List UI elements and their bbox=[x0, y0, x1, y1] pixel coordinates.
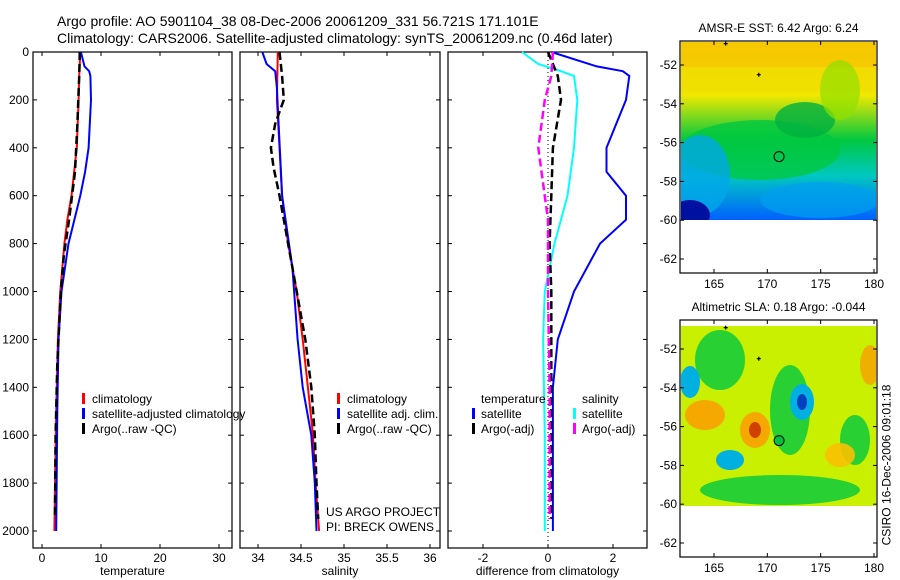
depth-tick-label: 1200 bbox=[2, 332, 29, 346]
salinity-series-argo-raw-qc- bbox=[269, 51, 320, 520]
difference-legend-label: Argo(-adj) bbox=[582, 422, 635, 436]
depth-tick-label: 0 bbox=[22, 45, 29, 59]
depth-tick-label: 800 bbox=[9, 237, 29, 251]
sst-map-xtick-label: 165 bbox=[704, 277, 724, 291]
salinity-xtick-label: 34.5 bbox=[289, 551, 313, 565]
depth-tick-label: 1400 bbox=[2, 380, 29, 394]
sla-map-ytick-label: -52 bbox=[660, 342, 678, 356]
sst-map-ytick-label: -60 bbox=[660, 213, 678, 227]
sst-map-ytick-label: -62 bbox=[660, 252, 678, 266]
difference-legend-swatch bbox=[472, 408, 475, 419]
difference-series-temperature-satellite bbox=[550, 51, 631, 531]
sst-map-profile-marker bbox=[773, 151, 785, 163]
sst-map-ytick-label: -56 bbox=[660, 136, 678, 150]
difference-xtick-label: -2 bbox=[478, 551, 489, 565]
depth-tick-label: 600 bbox=[9, 189, 29, 203]
credit-project: US ARGO PROJECT bbox=[326, 505, 441, 519]
temperature-xtick-label: 20 bbox=[153, 551, 167, 565]
salinity-xtick-label: 35 bbox=[337, 551, 351, 565]
temperature-xtick-label: 10 bbox=[94, 551, 108, 565]
difference-series-salinity-argo-adj- bbox=[537, 51, 555, 519]
sst-map-title: AMSR-E SST: 6.42 Argo: 6.24 bbox=[698, 21, 858, 35]
difference-xtick-label: 0 bbox=[545, 551, 552, 565]
sst-map-xtick-label: 175 bbox=[811, 277, 831, 291]
figure-title: Argo profile: AO 5901104_38 08-Dec-2006 … bbox=[57, 13, 539, 29]
sst-map-xtick-label: 180 bbox=[864, 277, 884, 291]
salinity-legend-label: climatology bbox=[347, 392, 407, 406]
sst-map-xtick-label: 170 bbox=[757, 277, 777, 291]
sst-map-ytick-label: -58 bbox=[660, 174, 678, 188]
depth-tick-label: 1600 bbox=[2, 428, 29, 442]
temperature-legend-label: climatology bbox=[92, 392, 152, 406]
sla-map-field bbox=[681, 326, 876, 506]
sla-map-xtick-label: 175 bbox=[811, 561, 831, 575]
sla-map-ytick-label: -60 bbox=[660, 497, 678, 511]
sst-map-ytick-label: -54 bbox=[660, 97, 678, 111]
difference-legend-label: Argo(-adj) bbox=[481, 422, 534, 436]
salinity-legend-swatch bbox=[337, 408, 340, 419]
sla-map-ytick-label: -56 bbox=[660, 420, 678, 434]
sla-map-xtick-label: 180 bbox=[864, 561, 884, 575]
difference-legend-label: satellite bbox=[582, 407, 623, 421]
sla-map-xtick-label: 165 bbox=[704, 561, 724, 575]
sla-map-profile-marker bbox=[773, 435, 785, 447]
sla-map-title: Altimetric SLA: 0.18 Argo: -0.044 bbox=[691, 300, 865, 314]
temperature-xtick-label: 30 bbox=[212, 551, 226, 565]
temperature-xtick-label: 0 bbox=[39, 551, 46, 565]
salinity-legend-label: satellite adj. clim. bbox=[347, 407, 438, 421]
depth-tick-label: 2000 bbox=[2, 524, 29, 538]
difference-series-salinity-satellite bbox=[521, 51, 579, 531]
sst-map-nearby-profile-marker bbox=[756, 72, 761, 77]
difference-legend-swatch bbox=[573, 408, 576, 419]
legend-header-temperature: temperature bbox=[481, 392, 546, 406]
sla-map-xtick-label: 170 bbox=[757, 561, 777, 575]
sst-map-ytick-label: -52 bbox=[660, 58, 678, 72]
sla-map-ytick-label: -54 bbox=[660, 381, 678, 395]
difference-legend-label: satellite bbox=[481, 407, 522, 421]
sla-map-nearby-profile-marker bbox=[723, 325, 728, 330]
csiro-timestamp: CSIRO 16-Dec-2006 09:01:18 bbox=[879, 384, 894, 546]
difference-series-temperature-argo-adj- bbox=[546, 51, 563, 519]
salinity-axes-box bbox=[239, 51, 441, 549]
figure-subtitle: Climatology: CARS2006. Satellite-adjuste… bbox=[57, 30, 613, 46]
depth-tick-label: 1800 bbox=[2, 476, 29, 490]
salinity-xtick-label: 36 bbox=[423, 551, 437, 565]
sla-map-nearby-profile-marker bbox=[756, 356, 761, 361]
temperature-series-climatology bbox=[53, 51, 82, 532]
sst-map-field bbox=[681, 42, 876, 220]
sst-map-axes-box bbox=[679, 40, 878, 274]
temperature-legend-label: satellite-adjusted climatology bbox=[92, 407, 245, 421]
sla-map-ytick-label: -58 bbox=[660, 458, 678, 472]
temperature-legend-swatch bbox=[82, 408, 85, 419]
temperature-axes-box bbox=[32, 51, 233, 549]
temperature-legend-swatch bbox=[82, 423, 85, 434]
difference-xtick-label: 2 bbox=[610, 551, 617, 565]
difference-legend-swatch bbox=[573, 423, 576, 434]
depth-tick-label: 1000 bbox=[2, 285, 29, 299]
temperature-xlabel: temperature bbox=[100, 564, 165, 578]
credit-pi: PI: BRECK OWENS bbox=[326, 520, 434, 534]
salinity-legend-label: Argo(..raw -QC) bbox=[347, 422, 432, 436]
depth-tick-label: 400 bbox=[9, 141, 29, 155]
depth-tick-label: 200 bbox=[9, 93, 29, 107]
salinity-xtick-label: 35.5 bbox=[375, 551, 399, 565]
salinity-xlabel: salinity bbox=[322, 564, 359, 578]
temperature-legend-label: Argo(..raw -QC) bbox=[92, 422, 177, 436]
difference-xlabel: difference from climatology bbox=[476, 564, 619, 578]
salinity-legend-swatch bbox=[337, 423, 340, 434]
salinity-legend-swatch bbox=[337, 393, 340, 404]
salinity-series-satellite-adj-clim- bbox=[261, 51, 318, 532]
temperature-series-argo-raw-qc- bbox=[53, 51, 82, 520]
sst-map-nearby-profile-marker bbox=[723, 41, 728, 46]
temperature-legend-swatch bbox=[82, 393, 85, 404]
legend-header-salinity: salinity bbox=[582, 392, 619, 406]
sla-map-ytick-label: -62 bbox=[660, 536, 678, 550]
difference-legend-swatch bbox=[472, 423, 475, 434]
salinity-xtick-label: 34 bbox=[251, 551, 265, 565]
sla-map-axes-box bbox=[679, 319, 878, 558]
